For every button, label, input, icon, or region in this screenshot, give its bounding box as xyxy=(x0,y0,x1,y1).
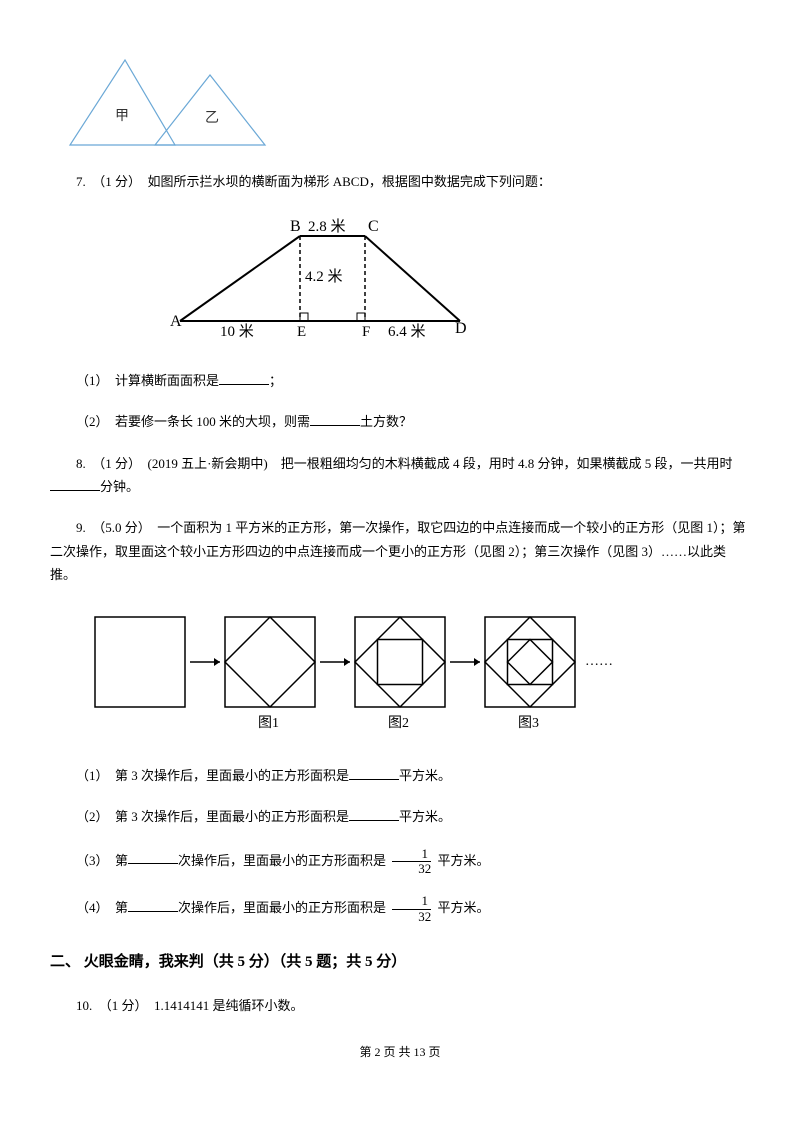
q10-text: 10. （1 分） 1.1414141 是纯循环小数。 xyxy=(76,998,304,1013)
svg-text:图2: 图2 xyxy=(388,716,409,731)
blank xyxy=(349,766,399,780)
page-content: 甲 乙 7. （1 分） 如图所示拦水坝的横断面为梯形 ABCD，根据图中数据完… xyxy=(0,0,800,1084)
q9-sub3-pre: （3） 第 xyxy=(76,852,128,867)
q7-sub1-post: ； xyxy=(269,373,282,388)
blank xyxy=(50,477,100,491)
question-10: 10. （1 分） 1.1414141 是纯循环小数。 xyxy=(50,994,750,1017)
fraction-1-32: 132 xyxy=(392,847,431,877)
blank xyxy=(128,850,178,864)
svg-text:D: D xyxy=(455,320,467,337)
svg-text:2.8 米: 2.8 米 xyxy=(308,218,346,235)
q7-sub2-post: 土方数？ xyxy=(360,414,412,429)
page-footer: 第 2 页 共 13 页 xyxy=(50,1042,750,1064)
triangle-svg: 甲 乙 xyxy=(60,50,280,150)
q9-sub2-post: 平方米。 xyxy=(399,809,451,824)
squares-diagram: 图1 图2 图3 …… xyxy=(90,607,630,744)
q9-text: 9. （5.0 分） 一个面积为 1 平方米的正方形，第一次操作，取它四边的中点… xyxy=(50,520,746,582)
q8-post: 分钟。 xyxy=(100,479,139,494)
q9-sub2-pre: （2） 第 3 次操作后，里面最小的正方形面积是 xyxy=(76,809,349,824)
triangle-diagram: 甲 乙 xyxy=(60,50,280,150)
squares-svg: 图1 图2 图3 …… xyxy=(90,607,650,737)
blank xyxy=(128,898,178,912)
svg-text:B: B xyxy=(290,218,301,235)
q9-sub4: （4） 第 次操作后，里面最小的正方形面积是 132 平方米。 xyxy=(50,894,750,924)
svg-text:F: F xyxy=(362,324,370,340)
trapezoid-svg: A B C D E F 2.8 米 4.2 米 10 米 6.4 米 xyxy=(170,211,470,341)
trapezoid-diagram: A B C D E F 2.8 米 4.2 米 10 米 6.4 米 xyxy=(170,211,470,348)
fraction-1-32: 132 xyxy=(392,894,431,924)
q7-text: 7. （1 分） 如图所示拦水坝的横断面为梯形 ABCD，根据图中数据完成下列问… xyxy=(76,174,551,189)
q9-sub3-post: 平方米。 xyxy=(434,852,489,867)
svg-text:6.4 米: 6.4 米 xyxy=(388,323,426,340)
svg-text:10 米: 10 米 xyxy=(220,323,254,340)
q9-sub4-post: 平方米。 xyxy=(434,900,489,915)
q7-sub2: （2） 若要修一条长 100 米的大坝，则需 土方数？ xyxy=(50,410,750,433)
q7-sub1-pre: （1） 计算横断面面积是 xyxy=(76,373,219,388)
svg-text:C: C xyxy=(368,218,379,235)
svg-text:图3: 图3 xyxy=(518,716,539,731)
question-7: 7. （1 分） 如图所示拦水坝的横断面为梯形 ABCD，根据图中数据完成下列问… xyxy=(50,170,750,193)
blank xyxy=(310,412,360,426)
blank xyxy=(219,371,269,385)
q9-sub2: （2） 第 3 次操作后，里面最小的正方形面积是 平方米。 xyxy=(50,805,750,828)
blank xyxy=(349,807,399,821)
q7-sub1: （1） 计算横断面面积是 ； xyxy=(50,369,750,392)
q7-sub2-pre: （2） 若要修一条长 100 米的大坝，则需 xyxy=(76,414,310,429)
q9-sub4-mid: 次操作后，里面最小的正方形面积是 xyxy=(178,900,386,915)
svg-text:……: …… xyxy=(585,654,613,669)
svg-text:图1: 图1 xyxy=(258,716,279,731)
section-2-header: 二、 火眼金睛，我来判（共 5 分）（共 5 题；共 5 分） xyxy=(50,949,750,976)
question-9: 9. （5.0 分） 一个面积为 1 平方米的正方形，第一次操作，取它四边的中点… xyxy=(50,516,750,586)
q9-sub3-mid: 次操作后，里面最小的正方形面积是 xyxy=(178,852,386,867)
q9-sub4-pre: （4） 第 xyxy=(76,900,128,915)
svg-text:4.2 米: 4.2 米 xyxy=(305,268,343,285)
question-8: 8. （1 分） (2019 五上·新会期中) 把一根粗细均匀的木料横截成 4 … xyxy=(50,452,750,499)
triangle-label-right: 乙 xyxy=(205,110,219,126)
svg-text:E: E xyxy=(297,324,306,340)
q8-pre: 8. （1 分） (2019 五上·新会期中) 把一根粗细均匀的木料横截成 4 … xyxy=(76,456,733,471)
q9-sub1-pre: （1） 第 3 次操作后，里面最小的正方形面积是 xyxy=(76,768,349,783)
q9-sub3: （3） 第 次操作后，里面最小的正方形面积是 132 平方米。 xyxy=(50,847,750,877)
svg-text:A: A xyxy=(170,313,182,330)
q9-sub1: （1） 第 3 次操作后，里面最小的正方形面积是 平方米。 xyxy=(50,764,750,787)
triangle-label-left: 甲 xyxy=(115,109,129,124)
q9-sub1-post: 平方米。 xyxy=(399,768,451,783)
